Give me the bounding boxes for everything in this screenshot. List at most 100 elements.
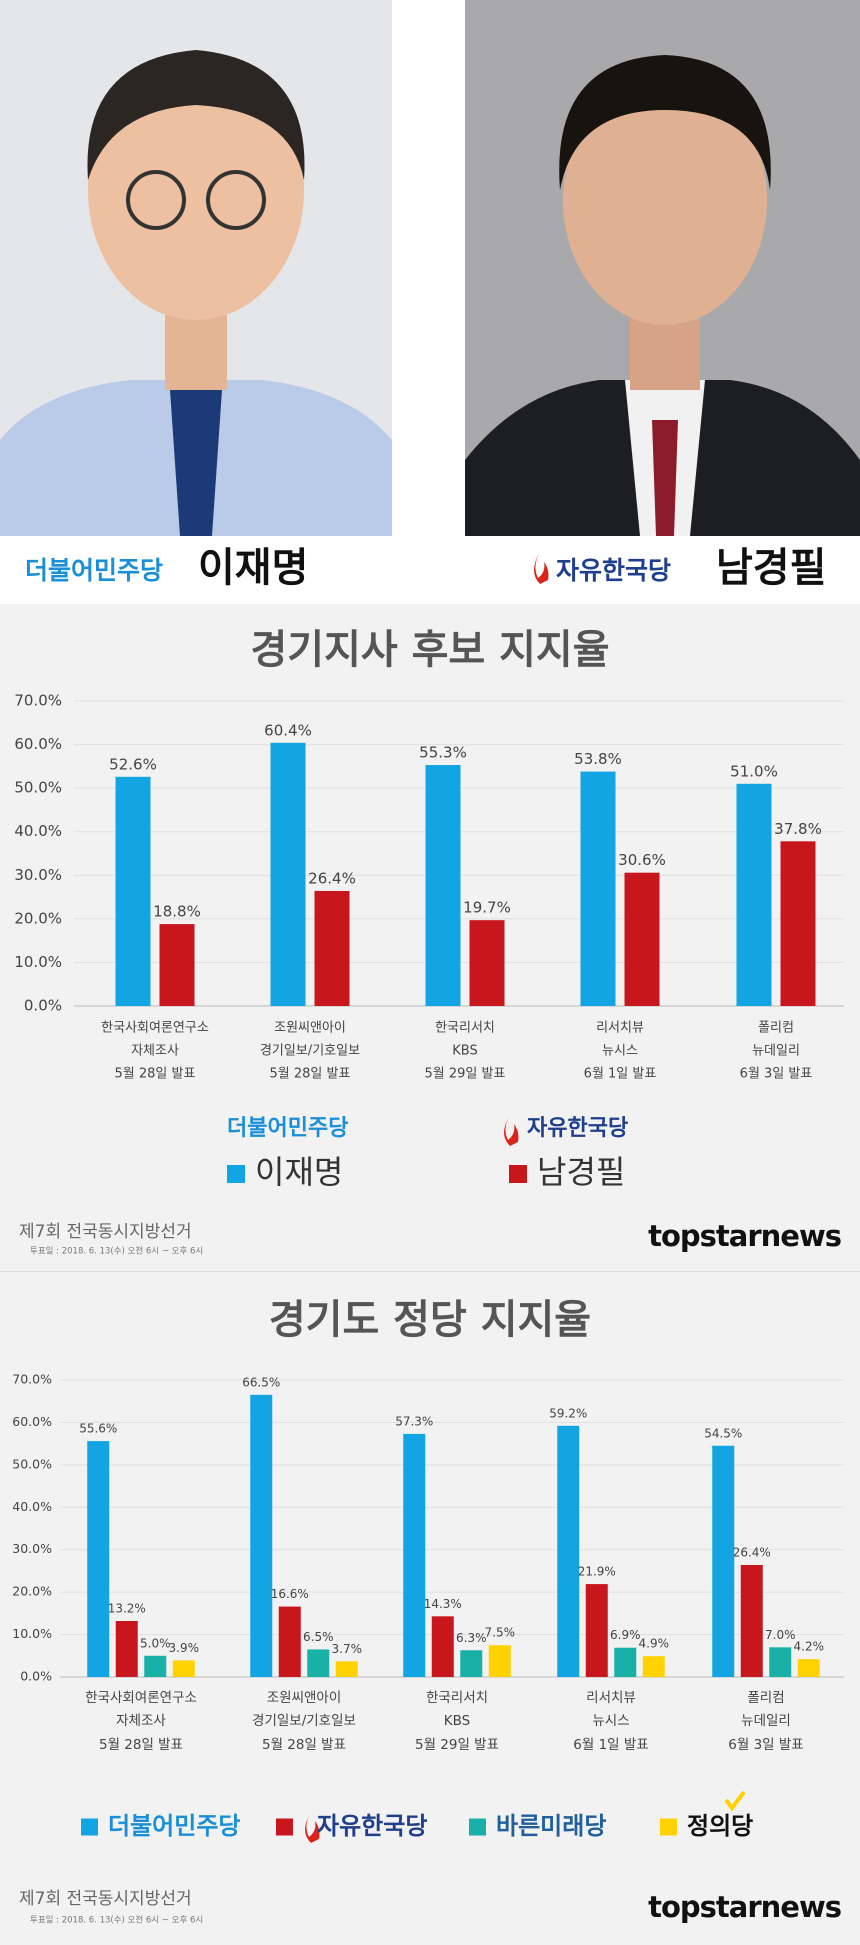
y-tick-label: 10.0%: [14, 953, 62, 971]
bar: [585, 1584, 608, 1677]
data-label: 19.7%: [463, 899, 511, 917]
data-label: 3.9%: [169, 1641, 200, 1655]
x-tick-label: 6월 3일 발표: [728, 1737, 803, 1753]
x-tick-label: 뉴데일리: [741, 1713, 791, 1729]
check-icon: [724, 1790, 746, 1812]
photo-right: [465, 0, 860, 536]
legend-swatch: [660, 1818, 677, 1836]
bar: [769, 1647, 792, 1677]
y-tick-label: 40.0%: [12, 1499, 52, 1514]
data-label: 4.9%: [639, 1637, 670, 1651]
data-label: 7.5%: [485, 1626, 516, 1640]
data-label: 6.3%: [456, 1631, 487, 1645]
data-label: 30.6%: [618, 851, 666, 869]
bar: [712, 1445, 735, 1677]
bar: [172, 1660, 195, 1677]
party-label: 더불어민주당: [25, 556, 163, 585]
y-tick-label: 30.0%: [14, 866, 62, 884]
data-label: 6.9%: [610, 1628, 641, 1642]
data-label: 18.8%: [153, 903, 201, 921]
x-tick-label: 리서치뷰: [596, 1021, 644, 1036]
bar: [87, 1441, 110, 1677]
bar: [469, 920, 505, 1006]
x-tick-label: 5월 28일 발표: [262, 1737, 346, 1753]
x-tick-label: 경기일보/기호일보: [252, 1713, 356, 1729]
legend-label: 더불어민주당: [108, 1812, 240, 1840]
bar: [557, 1425, 580, 1677]
x-tick-label: KBS: [444, 1713, 470, 1729]
bar: [580, 771, 616, 1006]
x-tick-label: 한국리서치: [435, 1021, 495, 1036]
legend-label: 정의당: [687, 1812, 753, 1840]
chart-title: 경기지사 후보 지지율: [250, 627, 609, 673]
legend-label: 남경필: [537, 1153, 625, 1191]
torch-icon: [305, 1813, 320, 1843]
x-tick-label: 폴리컴: [747, 1690, 784, 1706]
data-label: 13.2%: [108, 1601, 146, 1615]
data-label: 51.0%: [730, 762, 778, 780]
x-tick-label: 6월 1일 발표: [573, 1737, 648, 1753]
bar: [624, 872, 660, 1006]
bar: [115, 776, 151, 1006]
x-tick-label: 5월 29일 발표: [425, 1067, 506, 1082]
y-tick-label: 30.0%: [12, 1541, 52, 1556]
legend-swatch: [509, 1165, 527, 1183]
x-tick-label: 5월 28일 발표: [99, 1737, 183, 1753]
x-tick-label: 6월 1일 발표: [584, 1067, 657, 1082]
bar: [403, 1433, 426, 1677]
x-tick-label: KBS: [452, 1044, 477, 1059]
footer-date: 투표일 : 2018. 6. 13(수) 오전 6시 ~ 오후 6시: [30, 1915, 203, 1926]
candidate-name: 이재명: [198, 545, 308, 591]
y-tick-label: 0.0%: [24, 997, 62, 1015]
data-label: 37.8%: [774, 820, 822, 838]
chart-title: 경기도 정당 지지율: [269, 1297, 591, 1343]
data-label: 21.9%: [578, 1565, 616, 1579]
footer-brand: topstarnews: [648, 1890, 841, 1924]
footer-election: 제7회 전국동시지방선거: [19, 1222, 192, 1242]
y-tick-label: 70.0%: [12, 1372, 52, 1387]
y-tick-label: 0.0%: [20, 1669, 52, 1684]
x-tick-label: 자체조사: [116, 1713, 166, 1729]
data-label: 7.0%: [765, 1628, 796, 1642]
footer-election: 제7회 전국동시지방선거: [19, 1889, 192, 1909]
bar: [278, 1606, 301, 1677]
bar: [460, 1650, 483, 1677]
y-tick-label: 50.0%: [12, 1456, 52, 1471]
bar: [335, 1661, 358, 1677]
x-tick-label: 조원씨앤아이: [267, 1690, 342, 1706]
bar: [736, 783, 772, 1006]
bar: [250, 1394, 273, 1677]
torch-icon: [504, 1116, 519, 1146]
x-tick-label: 6월 3일 발표: [740, 1067, 813, 1082]
candidate-name: 남경필: [716, 545, 826, 591]
y-tick-label: 60.0%: [14, 735, 62, 753]
bar: [144, 1655, 167, 1677]
bar: [307, 1649, 330, 1677]
y-tick-label: 20.0%: [14, 909, 62, 927]
bar: [115, 1620, 138, 1677]
x-tick-label: 한국사회여론연구소: [101, 1021, 209, 1036]
data-label: 57.3%: [395, 1414, 433, 1428]
data-label: 52.6%: [109, 755, 157, 773]
x-tick-label: 자체조사: [131, 1044, 179, 1059]
data-label: 55.6%: [79, 1422, 117, 1436]
data-label: 53.8%: [574, 750, 622, 768]
data-label: 5.0%: [140, 1636, 171, 1650]
legend-label: 바른미래당: [496, 1812, 606, 1840]
legend-party: 더불어민주당: [227, 1116, 348, 1141]
x-tick-label: 5월 29일 발표: [415, 1737, 499, 1753]
x-tick-label: 리서치뷰: [586, 1690, 636, 1706]
x-tick-label: 5월 28일 발표: [270, 1067, 351, 1082]
y-tick-label: 20.0%: [12, 1584, 52, 1599]
data-label: 60.4%: [264, 721, 312, 739]
data-label: 4.2%: [794, 1640, 825, 1654]
legend-label: 이재명: [255, 1153, 343, 1191]
bar: [740, 1564, 763, 1677]
x-tick-label: 뉴시스: [602, 1044, 638, 1059]
footer-date: 투표일 : 2018. 6. 13(수) 오전 6시 ~ 오후 6시: [30, 1246, 203, 1257]
y-tick-label: 40.0%: [14, 822, 62, 840]
bar: [614, 1647, 637, 1677]
data-label: 26.4%: [733, 1545, 771, 1559]
